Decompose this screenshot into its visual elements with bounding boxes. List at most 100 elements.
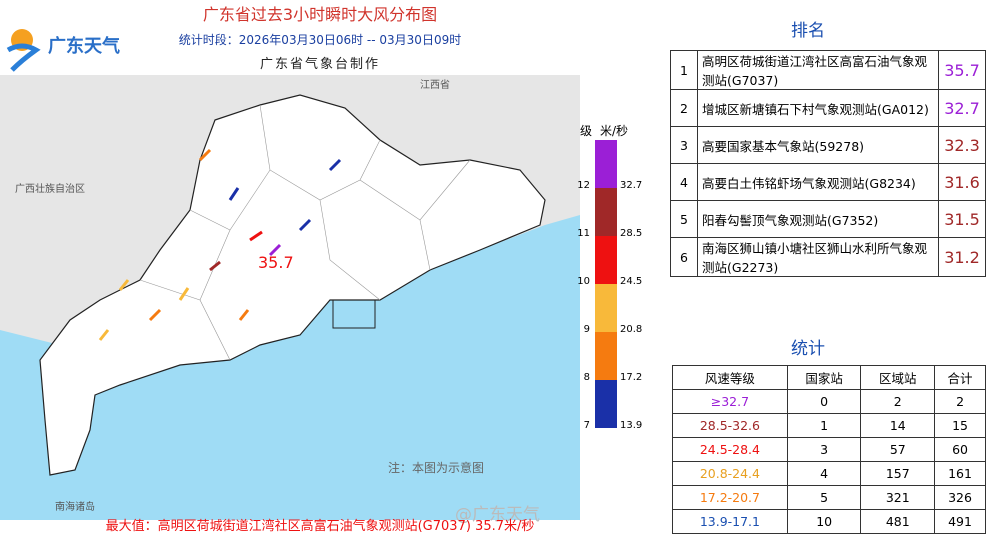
- ranking-row: 4 高要白土伟铭虾场气象观测站(G8234) 31.6: [670, 163, 986, 201]
- station: 阳春勾髻顶气象观测站(G7352): [697, 200, 939, 238]
- regional-count: 2: [860, 389, 936, 414]
- rank: 3: [670, 126, 698, 164]
- logo-text: 广东天气: [48, 35, 120, 57]
- statistics-row: 28.5-32.6 1 14 15: [672, 413, 986, 438]
- statistics-row: 13.9-17.1 10 481 491: [672, 509, 986, 534]
- sea: [0, 215, 580, 520]
- legend: 12 32.7 11 28.5 10 24.5 9 20.8 8 17.2 7 13.9: [577, 140, 642, 431]
- max-marker: 35.7: [258, 253, 294, 272]
- legend-swatch: [595, 188, 617, 236]
- speed-range: 28.5-32.6: [672, 413, 788, 438]
- legend-unit-header: 米/秒: [600, 124, 628, 138]
- speed-range: ≥32.7: [672, 389, 788, 414]
- legend-level: 12: [577, 180, 590, 191]
- station: 增城区新塘镇石下村气象观测站(GA012): [697, 89, 939, 127]
- ranking-table: 1 高明区荷城街道江湾社区高富石油气象观测站(G7037) 35.7 2 增城区新塘镇石…: [670, 50, 986, 277]
- legend-speed: 28.5: [620, 228, 642, 239]
- statistics-row: 20.8-24.4 4 157 161: [672, 461, 986, 486]
- column-header: 风速等级: [672, 365, 788, 390]
- column-header: 国家站: [786, 365, 862, 390]
- statistics-table: 风速等级 国家站 区域站 合计 ≥32.7 0 2 2 28.5-32.6 1 14 15 24.5-2…: [672, 365, 986, 534]
- map-label: 南海诸岛: [55, 500, 95, 513]
- legend-speed: 20.8: [620, 324, 642, 335]
- ranking-row: 6 南海区狮山镇小塘社区狮山水利所气象观测站(G2273) 31.2: [670, 237, 986, 277]
- wind-value: 31.2: [938, 237, 986, 277]
- legend-speed: 17.2: [620, 372, 642, 383]
- rank: 1: [670, 50, 698, 90]
- map-title: 广东省过去3小时瞬时大风分布图: [203, 5, 437, 24]
- rank: 5: [670, 200, 698, 238]
- legend-speed: 24.5: [620, 276, 642, 287]
- map-panel: 广东天气 广东省过去3小时瞬时大风分布图 统计时段：2026年03月30日06时…: [0, 5, 642, 534]
- legend-level: 10: [577, 276, 590, 287]
- map-label: 江西省: [420, 78, 450, 91]
- speed-range: 24.5-28.4: [672, 437, 788, 462]
- logo-swirl: [6, 43, 41, 72]
- wind-value: 35.7: [938, 50, 986, 90]
- map-label: 广西壮族自治区: [15, 182, 85, 195]
- speed-range: 13.9-17.1: [672, 509, 788, 534]
- ranking-row: 5 阳春勾髻顶气象观测站(G7352) 31.5: [670, 200, 986, 238]
- legend-swatch: [595, 140, 617, 188]
- legend-level: 7: [584, 420, 590, 431]
- statistics-row: 24.5-28.4 3 57 60: [672, 437, 986, 462]
- station: 南海区狮山镇小塘社区狮山水利所气象观测站(G2273): [697, 237, 939, 277]
- legend-swatch: [595, 332, 617, 380]
- national-count: 10: [786, 509, 862, 534]
- column-header: 区域站: [860, 365, 936, 390]
- wind-value: 31.6: [938, 163, 986, 201]
- statistics-row: ≥32.7 0 2 2: [672, 389, 986, 414]
- legend-swatch: [595, 236, 617, 284]
- max-value: 最大值：高明区荷城街道江湾社区高富石油气象观测站(G7037) 35.7米/秒: [106, 518, 535, 534]
- column-header: 合计: [934, 365, 986, 390]
- wind-value: 32.3: [938, 126, 986, 164]
- wind-value: 31.5: [938, 200, 986, 238]
- legend-speed: 13.9: [620, 420, 642, 431]
- national-count: 0: [786, 389, 862, 414]
- total-count: 15: [934, 413, 986, 438]
- station: 高要白土伟铭虾场气象观测站(G8234): [697, 163, 939, 201]
- legend-swatch: [595, 284, 617, 332]
- regional-count: 157: [860, 461, 936, 486]
- rank: 4: [670, 163, 698, 201]
- inset-box: [332, 299, 376, 329]
- station: 高要国家基本气象站(59278): [697, 126, 939, 164]
- national-count: 4: [786, 461, 862, 486]
- national-count: 1: [786, 413, 862, 438]
- national-count: 5: [786, 485, 862, 510]
- total-count: 326: [934, 485, 986, 510]
- wind-value: 32.7: [938, 89, 986, 127]
- legend-level-header: 级: [580, 124, 592, 138]
- legend-swatch: [595, 380, 617, 428]
- ranking-row: 1 高明区荷城街道江湾社区高富石油气象观测站(G7037) 35.7: [670, 50, 986, 90]
- period: 统计时段：2026年03月30日06时 -- 03月30日09时: [179, 32, 461, 47]
- ranking-row: 2 增城区新塘镇石下村气象观测站(GA012) 32.7: [670, 89, 986, 127]
- maker: 广东省气象台制作: [260, 56, 380, 72]
- ranking-row: 3 高要国家基本气象站(59278) 32.3: [670, 126, 986, 164]
- national-count: 3: [786, 437, 862, 462]
- total-count: 60: [934, 437, 986, 462]
- regional-count: 14: [860, 413, 936, 438]
- district-borders: [139, 104, 471, 361]
- station: 高明区荷城街道江湾社区高富石油气象观测站(G7037): [697, 50, 939, 90]
- statistics-title: 统计: [791, 339, 825, 359]
- total-count: 161: [934, 461, 986, 486]
- legend-speed: 32.7: [620, 180, 642, 191]
- speed-range: 17.2-20.7: [672, 485, 788, 510]
- regional-count: 57: [860, 437, 936, 462]
- statistics-row: 17.2-20.7 5 321 326: [672, 485, 986, 510]
- legend-level: 9: [584, 324, 590, 335]
- total-count: 491: [934, 509, 986, 534]
- speed-range: 20.8-24.4: [672, 461, 788, 486]
- total-count: 2: [934, 389, 986, 414]
- statistics-header: 风速等级 国家站 区域站 合计: [672, 365, 986, 390]
- legend-level: 8: [584, 372, 590, 383]
- legend-level: 11: [577, 228, 590, 239]
- map-note: 注：本图为示意图: [388, 460, 484, 475]
- wind-barbs: [98, 148, 342, 341]
- regional-count: 481: [860, 509, 936, 534]
- rank: 6: [670, 237, 698, 277]
- regional-count: 321: [860, 485, 936, 510]
- rank: 2: [670, 89, 698, 127]
